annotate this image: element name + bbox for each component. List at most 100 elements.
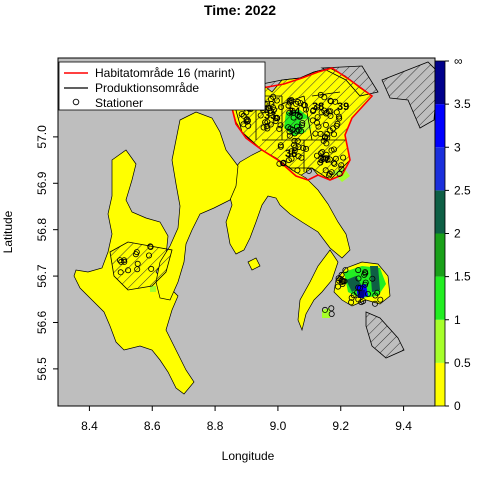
- colorbar-bin: [435, 233, 445, 277]
- station-marker: [290, 142, 297, 149]
- station-marker: [369, 275, 376, 282]
- y-axis-label: Latitude: [1, 210, 15, 253]
- legend-station-symbol: [72, 98, 80, 106]
- station-marker: [285, 124, 292, 131]
- station-marker: [362, 281, 369, 288]
- station-marker: [328, 305, 335, 312]
- station-marker: [276, 160, 283, 167]
- colorbar-tick-label: ∞: [454, 54, 463, 68]
- x-axis: 8.4 8.6 8.8 9.0 9.2 9.4: [81, 406, 412, 433]
- y-tick-label: 56.5: [35, 357, 49, 381]
- y-tick-label: 56.8: [35, 218, 49, 242]
- station-marker: [273, 114, 280, 121]
- station-marker: [260, 124, 267, 131]
- legend-label-production: Produktionsområde: [95, 81, 199, 95]
- station-marker: [290, 114, 297, 121]
- station-marker: [264, 119, 271, 126]
- station-marker: [335, 277, 342, 284]
- y-tick-label: 56.9: [35, 171, 49, 195]
- station-marker: [294, 167, 301, 174]
- patch-lime-sw: [150, 286, 156, 292]
- patch-lime-small: [322, 308, 330, 318]
- station-marker: [288, 155, 295, 162]
- y-tick-label: 57.0: [35, 125, 49, 149]
- station-marker: [350, 292, 357, 299]
- station-marker: [291, 137, 298, 144]
- area-label-34: 34: [288, 106, 301, 118]
- station-marker: [374, 289, 381, 296]
- y-tick-label: 56.7: [35, 264, 49, 288]
- colorbar-tick-label: 0: [454, 399, 461, 413]
- station-marker: [364, 290, 371, 297]
- area-label-33: 33: [264, 110, 276, 122]
- station-marker: [330, 146, 337, 153]
- colorbar: 0 0.5 1 1.5 2 2.5 3 3.5 ∞: [434, 54, 471, 413]
- station-marker: [317, 130, 324, 137]
- station-marker: [317, 150, 324, 157]
- station-marker: [286, 128, 293, 135]
- station-marker: [340, 154, 347, 161]
- station-marker: [293, 123, 300, 130]
- station-marker: [330, 131, 337, 138]
- water-west-lobe: [155, 111, 239, 301]
- station-marker: [305, 167, 312, 174]
- x-axis-label: Longitude: [222, 449, 275, 463]
- water-small-islet: [247, 257, 261, 271]
- colorbar-tick-label: 2: [454, 227, 461, 241]
- station-marker: [298, 154, 305, 161]
- station-marker: [117, 257, 124, 264]
- station-marker: [322, 121, 329, 128]
- station-marker: [262, 119, 269, 126]
- habitat-area-boundary: [231, 67, 374, 181]
- station-marker: [303, 145, 310, 152]
- area-label-37: 37: [318, 154, 330, 166]
- colorbar-bin: [435, 319, 445, 363]
- colorbar-bin: [435, 190, 445, 234]
- station-marker: [377, 296, 384, 303]
- x-tick-label: 9.2: [332, 419, 349, 433]
- station-marker: [272, 118, 279, 125]
- station-marker: [134, 266, 141, 273]
- colorbar-bin: [435, 61, 445, 105]
- colorbar-tick-label: 1: [454, 313, 461, 327]
- station-marker: [297, 100, 304, 107]
- station-marker: [295, 153, 302, 160]
- station-marker: [290, 109, 297, 116]
- station-marker: [318, 154, 325, 161]
- station-marker: [342, 267, 349, 274]
- area-label-36: 36: [285, 148, 297, 160]
- colorbar-bin: [435, 276, 445, 320]
- station-marker: [293, 100, 300, 107]
- station-marker: [276, 125, 283, 132]
- colorbar-bin: [435, 104, 445, 148]
- station-marker: [300, 101, 307, 108]
- station-marker: [361, 271, 368, 278]
- station-marker: [328, 147, 335, 154]
- station-marker: [291, 130, 298, 137]
- y-tick-label: 56.6: [35, 310, 49, 334]
- station-marker: [132, 251, 139, 258]
- station-marker: [325, 172, 332, 179]
- station-marker: [355, 267, 362, 274]
- station-marker: [148, 265, 155, 272]
- station-marker: [355, 296, 362, 303]
- station-marker: [288, 148, 295, 155]
- station-marker: [332, 98, 339, 105]
- station-marker: [326, 156, 333, 163]
- station-marker: [338, 165, 345, 172]
- legend-box: [58, 61, 266, 111]
- station-marker: [335, 113, 342, 120]
- legend: Habitatområde 16 (marint) Produktionsomr…: [58, 61, 266, 111]
- legend-label-stations: Stationer: [95, 96, 143, 110]
- station-markers: [117, 91, 384, 317]
- station-marker: [300, 144, 307, 151]
- station-marker: [333, 122, 340, 129]
- station-marker: [362, 269, 369, 276]
- station-marker: [299, 120, 306, 127]
- station-marker: [328, 310, 335, 317]
- station-marker: [348, 299, 355, 306]
- station-marker: [355, 284, 362, 291]
- colorbar-tick-label: 1.5: [454, 270, 471, 284]
- production-area-ne: [381, 61, 435, 129]
